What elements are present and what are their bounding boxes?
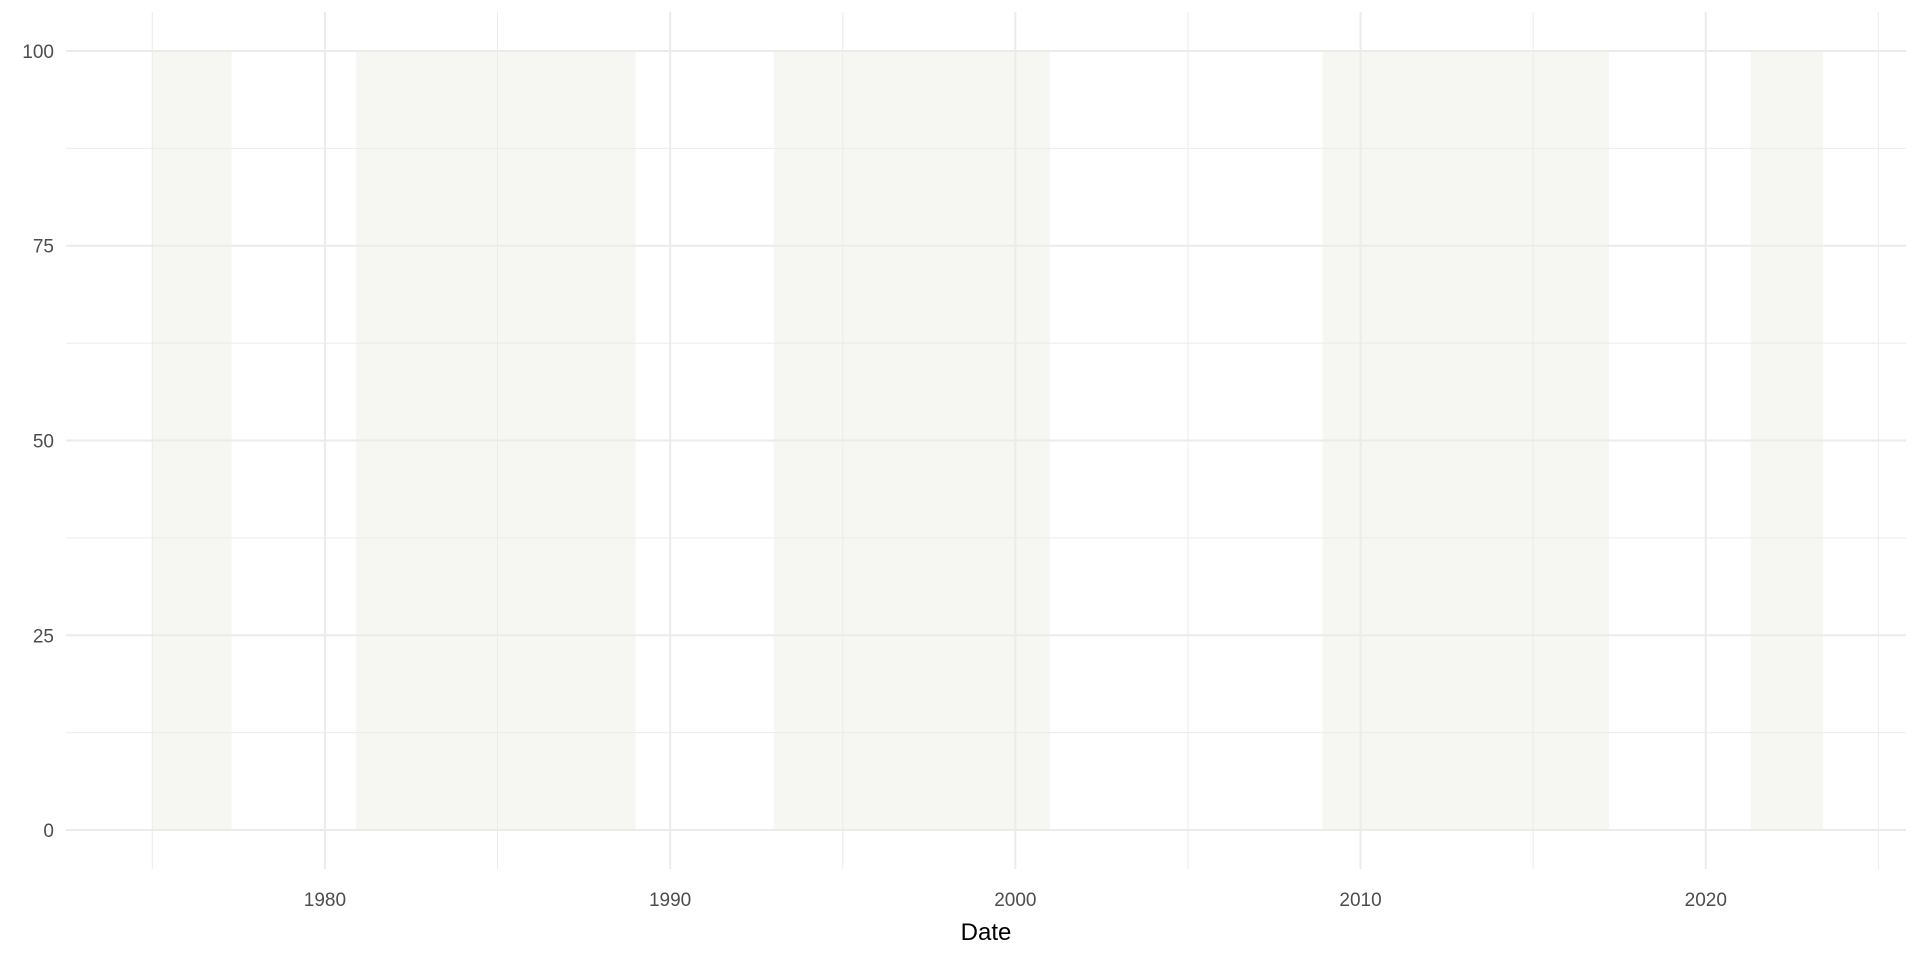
y-axis-ticks: 0 25 50 75 100	[22, 42, 54, 842]
grid-lines	[66, 12, 1906, 869]
x-tick-label: 2020	[1685, 890, 1727, 911]
x-axis-ticks: 1980 1990 2000 2010 2020	[304, 890, 1727, 911]
y-tick-label: 50	[33, 432, 54, 453]
x-tick-label: 2010	[1339, 890, 1381, 911]
y-tick-label: 75	[33, 237, 54, 258]
x-tick-label: 1980	[304, 890, 346, 911]
x-tick-label: 1990	[649, 890, 691, 911]
y-tick-label: 25	[33, 626, 54, 647]
y-tick-label: 100	[22, 42, 54, 63]
y-tick-label: 0	[43, 821, 54, 842]
x-tick-label: 2000	[994, 890, 1036, 911]
x-axis-title: Date	[961, 919, 1012, 946]
